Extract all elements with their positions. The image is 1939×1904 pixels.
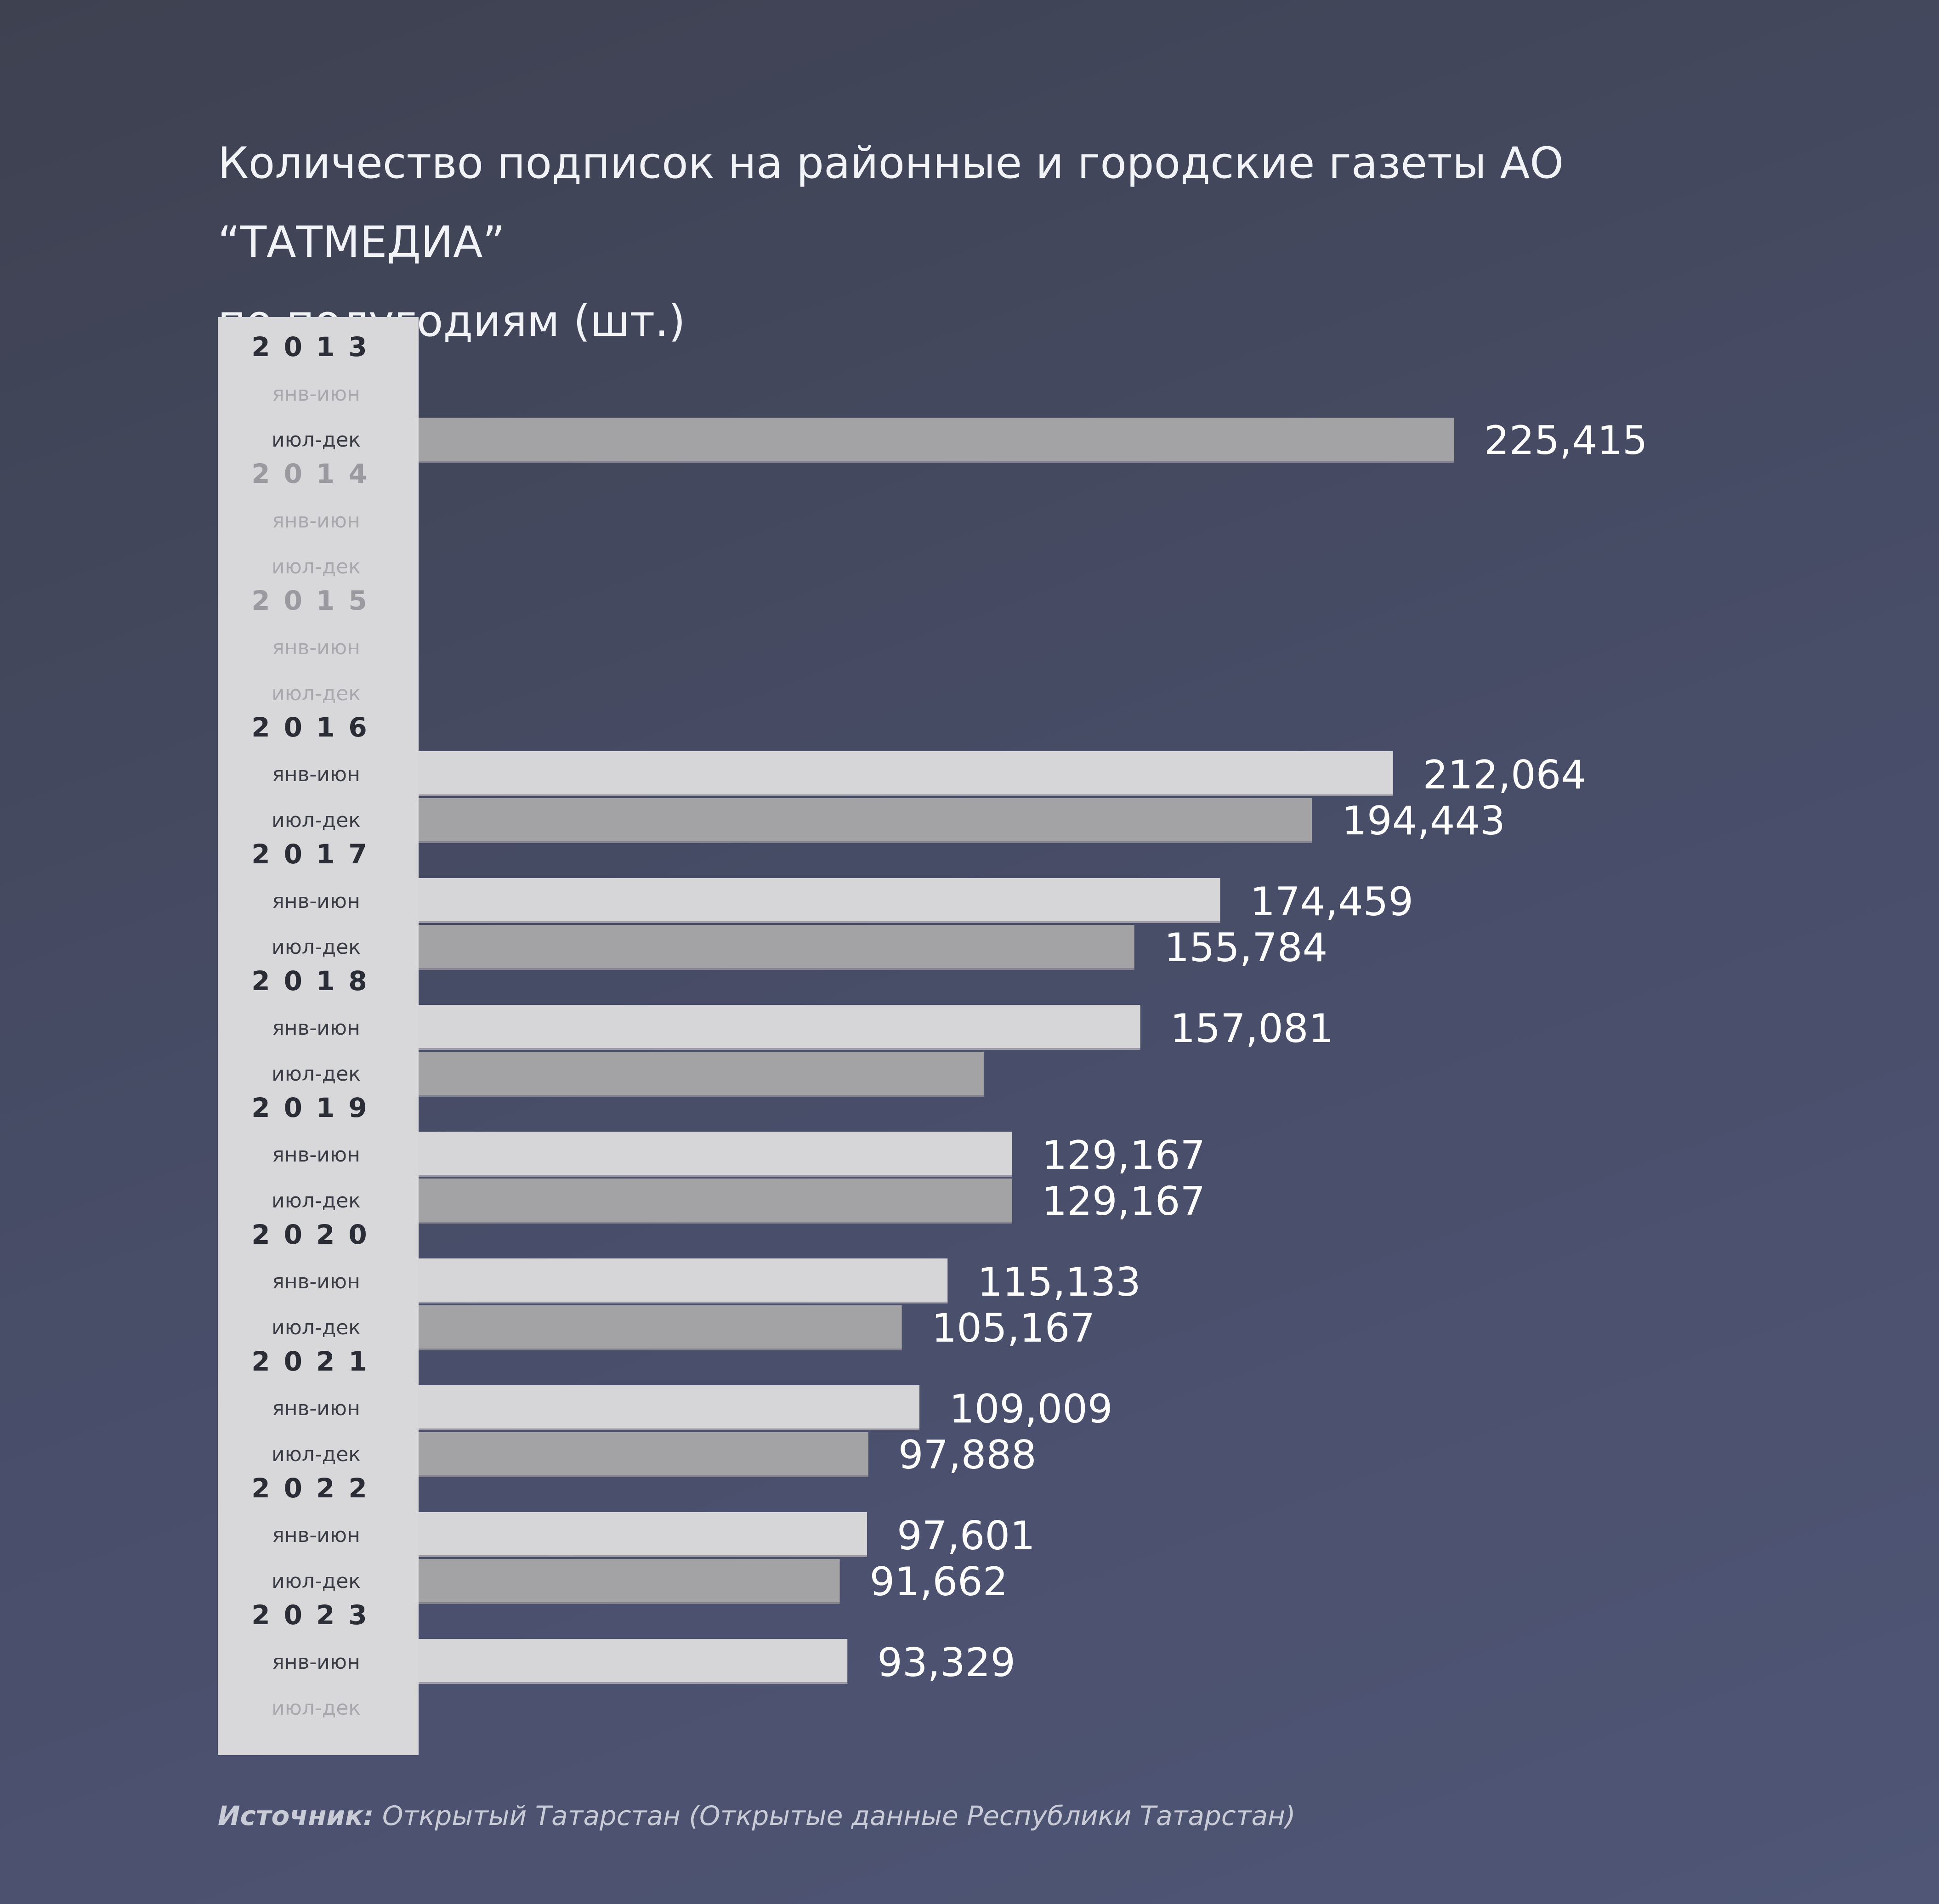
year-label-2023: 2023: [251, 1599, 380, 1631]
source-label: Источник:: [218, 1800, 374, 1831]
bar-2022-h2: [419, 1559, 840, 1604]
bar-2016-h1: [419, 751, 1393, 796]
period-label-2023-h2: июл-дек: [272, 1696, 361, 1720]
bar-shadow-2019-h1: [419, 1175, 1012, 1177]
bar-shadow-2020-h2: [419, 1349, 902, 1350]
bar-2017-h1: [419, 878, 1220, 923]
bar-2022-h1: [419, 1512, 867, 1557]
value-label-2013-h2: 225,415: [1484, 418, 1648, 464]
bar-shadow-2017-h1: [419, 921, 1220, 923]
bar-2020-h2: [419, 1305, 902, 1350]
period-label-2019-h2: июл-дек: [272, 1189, 361, 1213]
year-label-2014: 2014: [251, 458, 380, 489]
value-label-2021-h1: 109,009: [949, 1386, 1113, 1432]
value-label-2016-h1: 212,064: [1423, 752, 1586, 798]
bar-2017-h2: [419, 925, 1134, 970]
bar-shadow-2022-h2: [419, 1602, 840, 1604]
value-label-2020-h2: 105,167: [932, 1305, 1095, 1351]
bar-2020-h1: [419, 1258, 948, 1303]
bar-shadow-2020-h1: [419, 1302, 948, 1303]
value-label-2022-h2: 91,662: [870, 1559, 1008, 1605]
period-label-2021-h2: июл-дек: [272, 1443, 361, 1466]
period-label-2014-h1: янв-июн: [272, 509, 360, 533]
bar-shadow-2018-h1: [419, 1048, 1140, 1050]
source-text: Открытый Татарстан (Открытые данные Респ…: [382, 1800, 1296, 1831]
value-label-2019-h2: 129,167: [1042, 1179, 1206, 1224]
category-labels-layer: 2013 янв-июн июл-дек 2014 янв-июн июл-дек 2015…: [251, 331, 380, 1720]
bar-shadow-2018-h2: [419, 1095, 984, 1097]
bar-2019-h1: [419, 1132, 1012, 1177]
bar-2021-h2: [419, 1432, 868, 1477]
bars-layer: [419, 418, 1454, 1684]
bar-shadow-2019-h2: [419, 1222, 1012, 1224]
period-label-2018-h1: янв-июн: [272, 1016, 360, 1040]
value-label-2017-h2: 155,784: [1164, 925, 1328, 971]
period-label-2020-h2: июл-дек: [272, 1316, 361, 1339]
bar-2023-h1: [419, 1639, 848, 1684]
bar-shadow-2023-h1: [419, 1682, 848, 1684]
period-label-2015-h2: июл-дек: [272, 682, 361, 705]
year-label-2015: 2015: [251, 585, 380, 616]
period-label-2013-h1: янв-июн: [272, 382, 360, 406]
year-label-2016: 2016: [251, 712, 380, 743]
bar-2021-h1: [419, 1385, 920, 1430]
value-label-2021-h2: 97,888: [898, 1432, 1037, 1478]
bar-shadow-2016-h2: [419, 841, 1312, 843]
year-label-2018: 2018: [251, 965, 380, 997]
bar-shadow-2021-h1: [419, 1428, 920, 1430]
bar-shadow-2021-h2: [419, 1475, 868, 1477]
category-label-panel: [218, 317, 419, 1755]
bar-2018-h1: [419, 1005, 1140, 1050]
value-label-2020-h1: 115,133: [977, 1259, 1141, 1305]
bar-2016-h2: [419, 798, 1312, 843]
period-label-2017-h1: янв-июн: [272, 890, 360, 913]
period-label-2019-h1: янв-июн: [272, 1143, 360, 1167]
source-note: Источник: Открытый Татарстан (Открытые д…: [218, 1800, 1296, 1831]
year-label-2017: 2017: [251, 839, 380, 870]
bar-2013-h2: [419, 418, 1454, 463]
year-label-2021: 2021: [251, 1346, 380, 1377]
bar-2018-h2: [419, 1052, 984, 1097]
period-label-2022-h1: янв-июн: [272, 1524, 360, 1547]
year-label-2019: 2019: [251, 1092, 380, 1123]
period-label-2021-h1: янв-июн: [272, 1397, 360, 1420]
period-label-2016-h1: янв-июн: [272, 763, 360, 786]
value-label-2023-h1: 93,329: [877, 1640, 1015, 1686]
chart-title-line-1: Количество подписок на районные и городс…: [218, 138, 1564, 267]
period-label-2022-h2: июл-дек: [272, 1570, 361, 1593]
value-label-2016-h2: 194,443: [1342, 798, 1505, 844]
value-label-2019-h1: 129,167: [1042, 1133, 1206, 1179]
year-label-2013: 2013: [251, 331, 380, 363]
bar-shadow-2022-h1: [419, 1555, 867, 1557]
value-label-2018-h1: 157,081: [1170, 1006, 1334, 1052]
period-label-2016-h2: июл-дек: [272, 809, 361, 832]
year-label-2022: 2022: [251, 1473, 380, 1504]
year-label-2020: 2020: [251, 1219, 380, 1250]
value-label-2022-h1: 97,601: [897, 1513, 1035, 1559]
period-label-2013-h2: июл-дек: [272, 428, 361, 452]
period-label-2014-h2: июл-дек: [272, 555, 361, 578]
value-label-2017-h1: 174,459: [1250, 879, 1413, 925]
bar-shadow-2016-h1: [419, 794, 1393, 796]
bar-2019-h2: [419, 1179, 1012, 1224]
period-label-2018-h2: июл-дек: [272, 1062, 361, 1086]
bar-shadow-2013-h2: [419, 461, 1454, 463]
period-label-2020-h1: янв-июн: [272, 1270, 360, 1293]
period-label-2017-h2: июл-дек: [272, 935, 361, 959]
period-label-2023-h1: янв-июн: [272, 1650, 360, 1674]
bar-shadow-2017-h2: [419, 968, 1134, 970]
chart-title: Количество подписок на районные и городс…: [218, 124, 1780, 361]
period-label-2015-h1: янв-июн: [272, 636, 360, 659]
